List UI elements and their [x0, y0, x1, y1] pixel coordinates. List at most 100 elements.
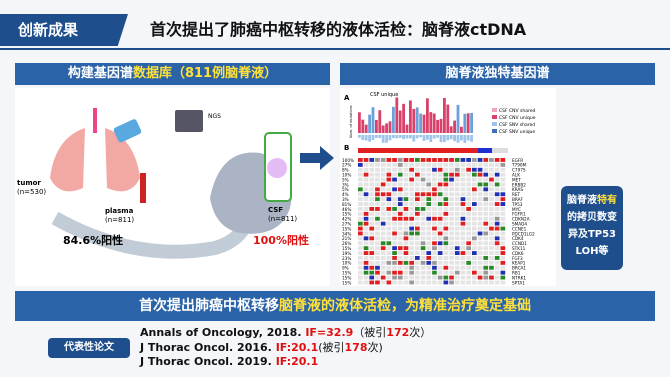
decor-bar: [381, 135, 385, 143]
cell: [380, 226, 386, 231]
cell: [489, 265, 494, 270]
cell: [432, 192, 437, 197]
cell: [403, 226, 409, 231]
cell: [392, 202, 397, 206]
cell: [449, 256, 454, 260]
cell: [415, 162, 420, 167]
decor-bar: [446, 104, 450, 133]
cell: [500, 167, 506, 172]
cell: [358, 221, 363, 226]
cell: [409, 197, 414, 202]
gene: MET: [512, 177, 521, 182]
cell: [466, 202, 471, 206]
cell: [380, 221, 386, 226]
cell: [437, 202, 443, 206]
decor-bar: [364, 124, 368, 133]
cell: [443, 162, 449, 167]
cell: [460, 231, 466, 236]
cell: [472, 162, 477, 167]
cell: [477, 226, 483, 231]
cell: [454, 260, 460, 265]
cell: [369, 177, 375, 182]
cell: [466, 162, 471, 167]
gene: NTRK1: [512, 275, 526, 280]
cell: [358, 236, 363, 241]
cell: [437, 207, 443, 211]
decor-bar: [398, 110, 402, 133]
cell: [392, 167, 397, 172]
cell: [494, 216, 500, 221]
cell: [443, 182, 449, 187]
cell: [426, 280, 432, 285]
cell: [403, 265, 409, 270]
cell: [494, 177, 500, 182]
arrow-shape: [300, 146, 334, 170]
cell: [494, 270, 500, 275]
cell: [432, 158, 437, 162]
cell: [443, 167, 449, 172]
cell: [397, 265, 403, 270]
cell: [403, 192, 409, 197]
lung: [50, 128, 85, 192]
cell: [386, 231, 392, 236]
cell: [443, 236, 449, 241]
cell: [483, 226, 489, 231]
cell: [494, 241, 500, 246]
cell: [363, 241, 369, 246]
cell: [454, 265, 460, 270]
cell: [363, 251, 369, 255]
cell: [415, 211, 420, 216]
cell: [358, 162, 363, 167]
cell: [358, 216, 363, 221]
banner-plain: 首次提出肺癌中枢转移: [139, 298, 279, 314]
cell: [363, 207, 369, 211]
cell: [397, 207, 403, 211]
cell: [375, 241, 380, 246]
cell: [375, 202, 380, 206]
cell: [454, 275, 460, 280]
cell: [392, 216, 397, 221]
cell: [426, 275, 432, 280]
cell: [437, 251, 443, 255]
cell: [358, 211, 363, 216]
cell: [397, 216, 403, 221]
cell: [392, 182, 397, 187]
cell: [454, 216, 460, 221]
cell: [494, 256, 500, 260]
gene: ALK: [512, 173, 520, 178]
cell: [392, 251, 397, 255]
cell: [375, 231, 380, 236]
cell: [386, 216, 392, 221]
cell: [403, 202, 409, 206]
decor-bar: [419, 135, 422, 138]
cell: [466, 251, 471, 255]
cell: [397, 192, 403, 197]
cell: [472, 172, 477, 177]
cell: [494, 192, 500, 197]
cell: [363, 182, 369, 187]
cell: [380, 236, 386, 241]
cell: [426, 211, 432, 216]
cell: [358, 192, 363, 197]
cell: [358, 265, 363, 270]
cell: [494, 260, 500, 265]
cell: [477, 256, 483, 260]
cell: [409, 182, 414, 187]
cell: [397, 226, 403, 231]
cell: [426, 177, 432, 182]
cell: [403, 260, 409, 265]
cell: [380, 231, 386, 236]
cell: [375, 172, 380, 177]
cell: [477, 177, 483, 182]
cell: [454, 211, 460, 216]
cell: [392, 211, 397, 216]
gene-figure: A B CSF unique Num. of mutations CSF CNV…: [340, 88, 556, 286]
cell: [409, 192, 414, 197]
sequencer: [175, 110, 203, 132]
cell: [397, 162, 403, 167]
decor-bar: [443, 97, 446, 133]
decor-bar: [392, 106, 395, 133]
percent: 27%: [342, 222, 351, 227]
gene: KRAS: [512, 187, 523, 192]
cell: [363, 216, 369, 221]
